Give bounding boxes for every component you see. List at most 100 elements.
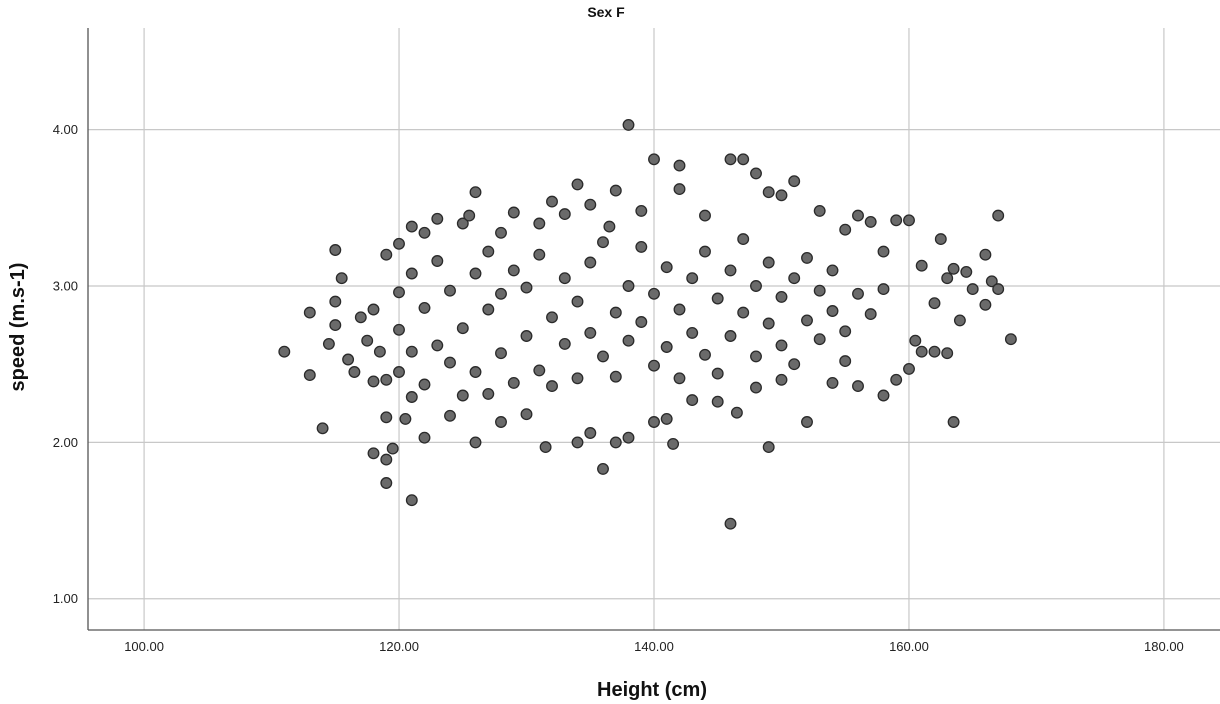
data-point: [584, 326, 597, 339]
data-point: [839, 325, 852, 338]
data-point: [444, 284, 456, 297]
data-point: [348, 366, 361, 378]
data-point: [495, 347, 507, 360]
data-point: [520, 330, 533, 342]
data-point: [750, 381, 762, 394]
data-point: [584, 427, 597, 439]
data-point: [737, 306, 750, 319]
data-point: [546, 311, 558, 324]
data-point: [762, 186, 775, 199]
data-point: [482, 387, 495, 400]
data-point: [405, 391, 418, 403]
data-point: [801, 251, 813, 264]
data-point: [673, 303, 686, 316]
data-point: [903, 214, 915, 227]
data-point: [482, 245, 495, 258]
data-point: [335, 272, 348, 285]
data-point: [941, 272, 954, 285]
data-point: [877, 389, 890, 402]
data-point: [393, 366, 405, 378]
data-point: [571, 295, 584, 308]
x-tick-labels: 100.00 120.00 140.00 160.00 180.00: [124, 639, 1184, 654]
data-point: [533, 364, 546, 377]
data-point: [622, 334, 635, 347]
data-point: [405, 220, 418, 233]
data-point: [635, 316, 648, 328]
data-point: [342, 353, 355, 366]
data-point: [367, 303, 380, 316]
data-point: [418, 378, 431, 391]
data-point: [915, 259, 928, 272]
data-point: [673, 159, 686, 172]
y-tick-labels: 1.00 2.00 3.00 4.00: [53, 122, 78, 606]
axes: [87, 28, 1220, 631]
data-point: [730, 406, 743, 419]
data-point: [724, 153, 737, 166]
data-point: [316, 422, 329, 435]
data-point: [660, 341, 673, 353]
data-point: [597, 350, 609, 363]
data-point: [418, 431, 431, 444]
data-point: [660, 261, 673, 274]
data-point: [915, 345, 928, 358]
data-point: [750, 350, 762, 363]
data-point: [354, 311, 367, 324]
data-point: [539, 441, 552, 454]
y-axis-title: speed (m.s-1): [7, 263, 29, 392]
data-point: [635, 204, 648, 217]
data-point: [571, 372, 584, 385]
data-point: [444, 409, 456, 422]
data-point: [686, 272, 699, 285]
data-point: [571, 436, 584, 449]
data-point: [648, 359, 660, 372]
data-point: [673, 372, 686, 385]
data-point: [418, 301, 431, 314]
data-point: [762, 256, 775, 269]
data-point: [947, 262, 960, 275]
data-point: [405, 345, 418, 358]
data-point: [648, 287, 660, 300]
data-point: [603, 220, 616, 233]
data-point: [469, 436, 482, 449]
data-point: [609, 436, 622, 449]
data-point: [686, 394, 699, 407]
data-point: [985, 275, 998, 288]
data-point: [941, 347, 954, 360]
data-point: [373, 345, 386, 358]
data-point: [934, 233, 947, 246]
x-tick-label: 160.00: [889, 639, 929, 654]
data-point: [992, 283, 1005, 296]
data-point: [890, 373, 903, 386]
data-point: [418, 226, 431, 239]
data-point: [303, 306, 316, 319]
data-point: [622, 431, 635, 444]
data-point: [839, 355, 852, 368]
data-point: [558, 208, 571, 221]
data-point: [609, 370, 622, 383]
data-point: [750, 167, 762, 180]
data-point: [584, 198, 597, 211]
data-point: [386, 442, 399, 455]
data-point: [609, 184, 622, 197]
data-point: [877, 245, 890, 258]
data-point: [750, 280, 762, 292]
data-point: [1004, 333, 1017, 346]
data-point: [788, 272, 801, 285]
data-point: [711, 395, 724, 408]
data-point: [571, 178, 584, 191]
data-point: [737, 233, 750, 246]
data-point: [495, 226, 507, 239]
data-points: [278, 118, 1017, 530]
data-point: [380, 373, 393, 386]
data-point: [622, 280, 635, 292]
data-point: [469, 267, 482, 280]
data-point: [852, 209, 864, 222]
data-point: [699, 348, 711, 361]
data-point: [928, 297, 941, 310]
data-point: [852, 380, 864, 393]
data-point: [826, 264, 839, 277]
data-point: [826, 376, 839, 389]
data-point: [431, 212, 444, 225]
data-point: [762, 441, 775, 454]
